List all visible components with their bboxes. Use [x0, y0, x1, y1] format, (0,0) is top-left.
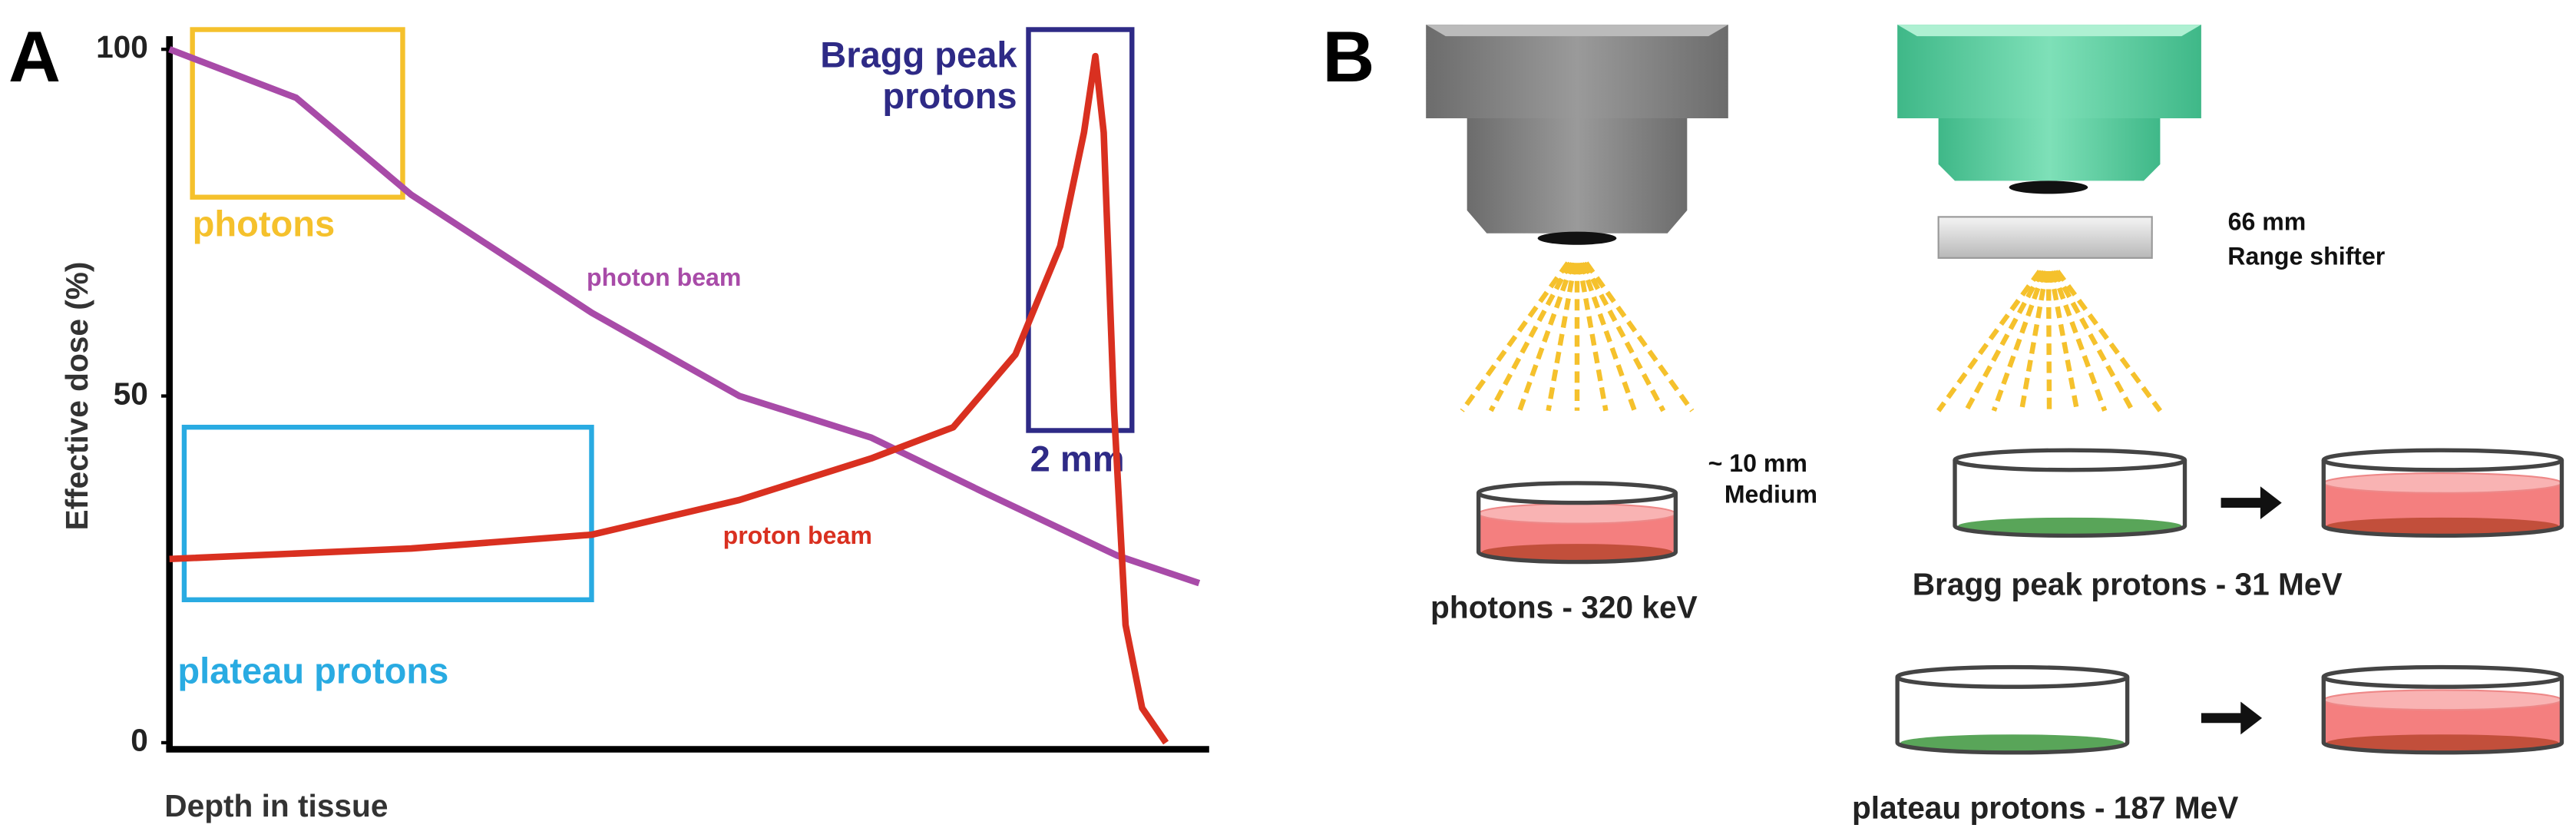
dish-wall [2321, 677, 2564, 755]
ray [1579, 262, 1637, 412]
ray [1582, 261, 1666, 412]
bragg-box [1026, 27, 1135, 433]
proton-source [1897, 25, 2201, 259]
arrow [2201, 701, 2263, 735]
ray [1991, 270, 2047, 412]
annotation: plateau protons [177, 651, 448, 691]
panel-label: B [1322, 16, 1374, 97]
ray [2050, 270, 2108, 412]
dish-rim [2321, 448, 2564, 472]
line-series [168, 46, 1201, 587]
plateau-box [181, 424, 594, 603]
ray [1963, 270, 2045, 412]
ray [1460, 261, 1570, 412]
ray [1576, 262, 1609, 412]
ray [2048, 270, 2080, 412]
line-series [169, 52, 1169, 745]
legend-label: photon beam [587, 263, 741, 291]
medium-top [2323, 689, 2563, 711]
ray [1517, 262, 1576, 412]
ray [2019, 270, 2049, 412]
cells [1481, 544, 1673, 561]
dish-rim [2321, 664, 2564, 689]
cells [1958, 517, 2182, 535]
annotation: protons [882, 75, 1017, 116]
x-axis-label: Depth in tissue [164, 788, 388, 823]
dishes [1476, 448, 2564, 755]
annotation: photons [193, 204, 336, 244]
ray [2055, 270, 2163, 412]
panel-label: A [8, 16, 61, 97]
dish-rim [1476, 481, 1678, 505]
y-tick-label: 50 [114, 376, 148, 411]
dish-wall [1953, 459, 2187, 538]
medium-top [1477, 502, 1677, 525]
photons-box [190, 27, 405, 200]
ray [1936, 270, 2042, 412]
ray [1488, 261, 1572, 412]
y-tick-label: 100 [96, 29, 148, 65]
ray [1546, 262, 1578, 412]
legend-label: proton beam [723, 522, 872, 549]
label: plateau protons - 187 MeV [1852, 790, 2238, 825]
arrow [2221, 486, 2282, 519]
beam-rays [1460, 261, 2163, 412]
dish-wall [1895, 677, 2130, 755]
cells [2326, 734, 2559, 751]
ray [2052, 270, 2135, 412]
medium-top [2323, 472, 2563, 494]
label: Bragg peak protons - 31 MeV [1913, 566, 2343, 601]
annotation: Bragg peak [820, 34, 1017, 75]
cells [1900, 734, 2125, 751]
y-tick-label: 0 [131, 723, 148, 758]
cells [2326, 517, 2559, 535]
dish-wall [1476, 492, 1678, 565]
photon-source [1426, 25, 1728, 245]
label: photons - 320 keV [1430, 589, 1698, 624]
ray [1584, 261, 1695, 412]
dish-wall [2321, 459, 2564, 538]
y-axis-label: Effective dose (%) [59, 262, 94, 531]
dish-rim [1953, 448, 2187, 472]
label: Medium [1724, 481, 1817, 508]
annotation: 2 mm [1030, 439, 1125, 479]
dish-rim [1895, 664, 2130, 689]
label: 66 mm [2228, 207, 2306, 235]
label: Range shifter [2227, 242, 2385, 270]
label: ~ 10 mm [1708, 449, 1807, 477]
